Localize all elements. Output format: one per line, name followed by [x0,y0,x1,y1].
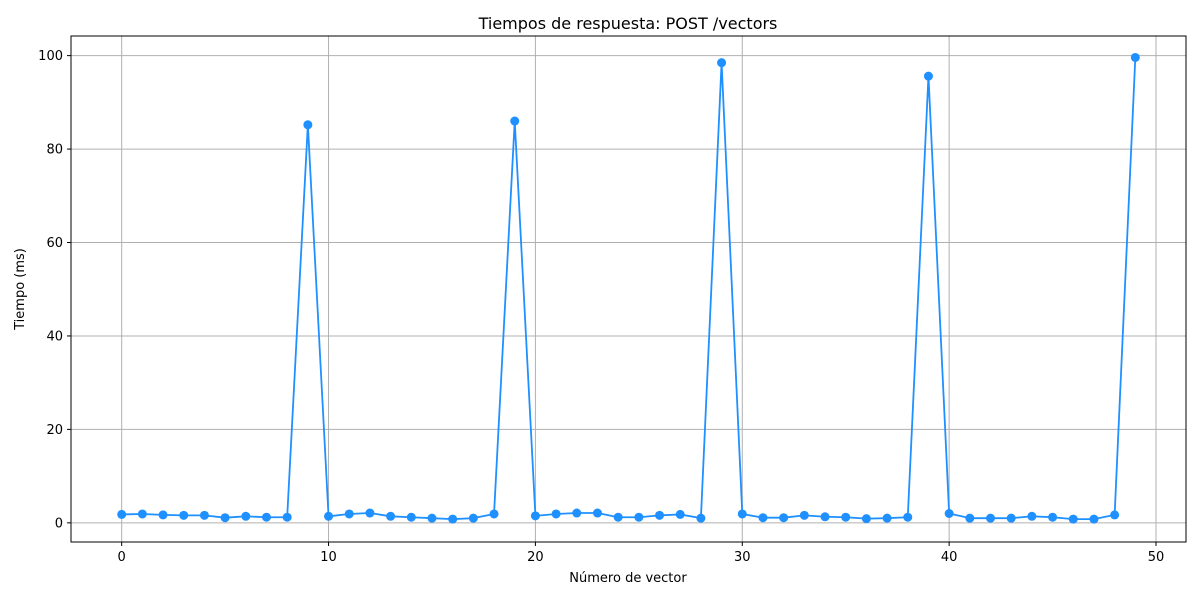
data-point [468,513,478,523]
data-point [365,508,375,518]
data-point [117,509,127,519]
data-point [655,510,665,520]
data-point [427,513,437,523]
data-point [882,513,892,523]
data-point [1027,511,1037,521]
data-point [737,509,747,519]
chart-title: Tiempos de respuesta: POST /vectors [478,14,778,33]
data-point [199,510,209,520]
data-point [1048,512,1058,522]
y-tick-label: 100 [38,49,63,64]
data-point [1068,514,1078,524]
data-point [510,116,520,126]
data-point [137,509,147,519]
data-point [489,509,499,519]
ticks: 0 10 20 30 40 50 0 20 40 60 80 100 [38,49,1164,565]
data-point [344,509,354,519]
x-tick-label: 40 [941,550,958,565]
data-point [1130,52,1140,62]
x-tick-label: 0 [118,550,126,565]
data-point [530,511,540,521]
data-point [386,511,396,521]
data-point [220,513,230,523]
x-tick-label: 20 [527,550,544,565]
data-point [696,513,706,523]
data-point [592,508,602,518]
y-tick-label: 40 [46,329,63,344]
x-tick-label: 30 [734,550,751,565]
data-point [820,512,830,522]
data-point [324,511,334,521]
x-tick-label: 10 [320,550,337,565]
data-point [1006,513,1016,523]
data-point [179,510,189,520]
data-point [406,512,416,522]
data-point [448,514,458,524]
data-point [241,511,251,521]
data-point [261,512,271,522]
data-point [303,120,313,130]
data-point [903,512,913,522]
data-point [572,508,582,518]
grid [71,36,1186,542]
y-axis-label: Tiempo (ms) [13,248,28,331]
data-point [861,514,871,524]
y-tick-label: 20 [46,423,63,438]
data-point [923,71,933,81]
data-point [965,513,975,523]
data-point [717,58,727,68]
y-tick-label: 0 [55,516,63,531]
x-axis-label: Número de vector [569,571,687,586]
x-tick-label: 50 [1148,550,1165,565]
data-point [613,512,623,522]
data-point [1110,510,1120,520]
data-point [1089,514,1099,524]
data-point [944,508,954,518]
data-point [675,509,685,519]
data-point [158,510,168,520]
data-point [634,512,644,522]
data-point [551,509,561,519]
y-tick-label: 60 [46,236,63,251]
plot-frame [70,35,1187,543]
data-point [841,512,851,522]
y-tick-label: 80 [46,143,63,158]
series [117,52,1140,524]
data-point [758,513,768,523]
data-point [779,513,789,523]
data-point [986,513,996,523]
data-point [282,512,292,522]
data-point [799,510,809,520]
